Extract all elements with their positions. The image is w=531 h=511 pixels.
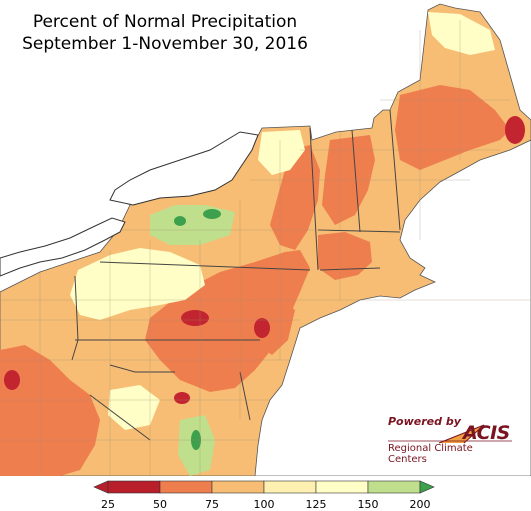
zone-normal-nny — [258, 130, 305, 175]
zone-severe-pa — [181, 310, 209, 326]
acis-credit: Powered by ACIS Regional Climate Centers — [384, 413, 514, 465]
credit-acis-wordmark: ACIS — [463, 422, 510, 444]
legend-bin-3 — [263, 480, 317, 494]
legend-tick-label: 75 — [205, 498, 219, 511]
zone-deficit-wv — [0, 345, 100, 476]
map-title: Percent of Normal Precipitation — [32, 12, 298, 32]
legend-tick-label: 50 — [153, 498, 167, 511]
zone-verywet-ny1 — [174, 216, 186, 226]
legend-tick-label: 125 — [305, 498, 327, 511]
legend-under-arrow — [93, 480, 109, 494]
zone-deficit-ny — [270, 145, 320, 250]
zone-severe-wv — [4, 370, 20, 390]
map-canvas — [0, 3, 531, 476]
water-coast — [254, 139, 531, 476]
zone-normal-westny — [70, 248, 205, 320]
color-legend: 25 50 75 100 125 150 200 — [0, 476, 531, 511]
legend-tick-label: 100 — [253, 498, 275, 511]
zone-deficit-me — [395, 85, 510, 170]
legend-bin-1 — [159, 480, 213, 494]
legend-tick-label: 150 — [357, 498, 379, 511]
precipitation-map: Percent of Normal Precipitation Septembe… — [0, 3, 531, 476]
state-boundaries — [71, 109, 401, 441]
legend-bin-0 — [107, 480, 161, 494]
legend-bin-4 — [315, 480, 369, 494]
zone-deficit-nj — [250, 295, 295, 355]
legend-bin-5 — [367, 480, 421, 494]
map-subtitle: September 1-November 30, 2016 — [22, 34, 308, 54]
credit-regional-centers: Regional Climate Centers — [388, 443, 473, 465]
lake-erie — [0, 217, 126, 277]
zone-severe-nj — [254, 318, 270, 338]
zone-deficit-pa — [145, 250, 310, 392]
zone-deficit-ne-coast — [318, 232, 372, 280]
acis-logo-swoosh — [388, 424, 512, 444]
legend-colorbar — [93, 480, 435, 494]
lake-ontario — [109, 131, 259, 206]
legend-tick-label: 200 — [409, 498, 431, 511]
credit-powered-by: Powered by — [388, 415, 461, 428]
county-lines — [0, 20, 531, 476]
legend-over-arrow — [419, 480, 435, 494]
legend-tick-label: 25 — [101, 498, 115, 511]
zone-normal-me — [428, 12, 495, 55]
zone-severe-md — [174, 392, 190, 404]
zone-severe-me — [505, 116, 525, 144]
legend-bin-2 — [211, 480, 265, 494]
zone-verywet-ny2 — [203, 209, 221, 219]
